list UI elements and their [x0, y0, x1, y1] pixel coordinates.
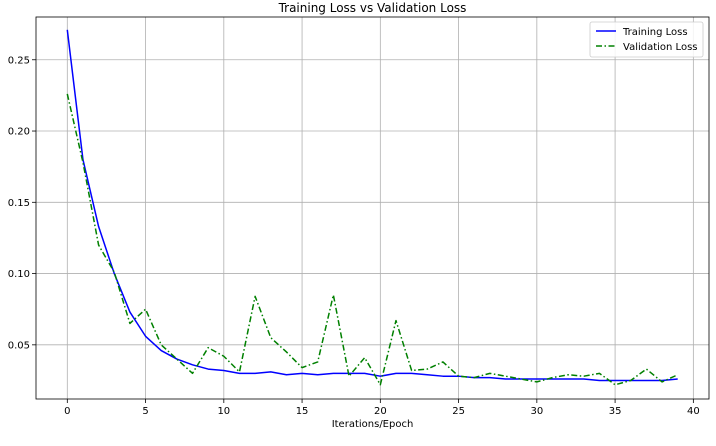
y-tick-label: 0.05 — [8, 340, 30, 351]
x-tick-label: 25 — [452, 406, 465, 417]
series-line-training-loss — [66, 29, 678, 382]
legend-box — [589, 21, 704, 58]
x-tick-label: 30 — [530, 406, 543, 417]
x-tick-label: 5 — [142, 406, 148, 417]
series-layer — [66, 29, 679, 386]
x-tick-label: 15 — [296, 406, 309, 417]
x-tick-label: 40 — [687, 406, 700, 417]
grid — [36, 17, 709, 399]
legend: Training Loss Validation Loss — [589, 21, 704, 58]
x-tick-label: 35 — [609, 406, 622, 417]
x-tick-label: 10 — [217, 406, 230, 417]
y-tick-label: 0.25 — [8, 55, 30, 66]
series-line-validation-loss — [66, 93, 679, 386]
axis-ticks: 0 5 10 15 20 25 30 35 40 0.05 0.10 0.15 0.20 0.25 — [8, 55, 700, 417]
x-tick-label: 0 — [64, 406, 70, 417]
plot-frame — [35, 16, 710, 400]
y-tick-label: 0.15 — [8, 198, 30, 209]
x-axis-label: Iterations/Epoch — [332, 419, 414, 430]
legend-label-validation: Validation Loss — [623, 42, 698, 53]
chart-title: Training Loss vs Validation Loss — [278, 1, 467, 15]
y-tick-label: 0.20 — [8, 127, 30, 138]
x-tick-label: 20 — [374, 406, 387, 417]
y-tick-label: 0.10 — [8, 269, 30, 280]
legend-label-training: Training Loss — [622, 27, 688, 38]
